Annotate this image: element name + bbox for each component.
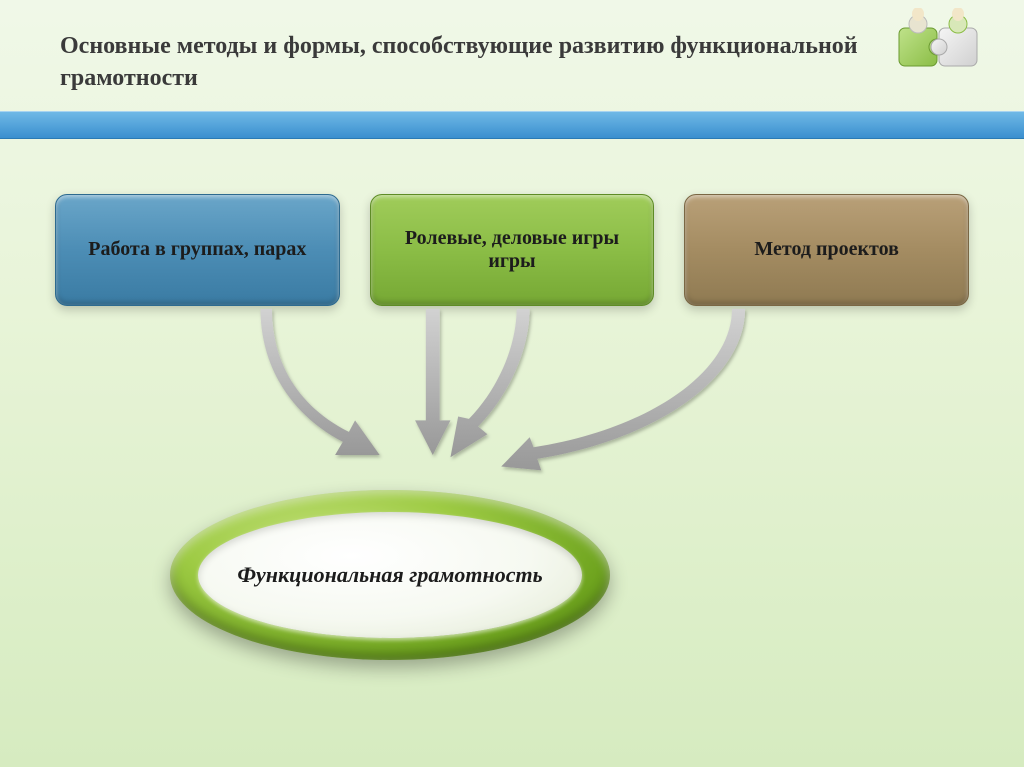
arrow-from-games-straight (415, 309, 450, 455)
method-label: Метод проектов (754, 238, 899, 261)
arrows (0, 305, 1024, 505)
oval-inner: Функциональная грамотность (198, 512, 582, 638)
method-box-projects: Метод проектов (684, 194, 969, 306)
method-box-groups: Работа в группах, парах (55, 194, 340, 306)
center-label: Функциональная грамотность (237, 561, 542, 590)
method-label: Работа в группах, парах (88, 238, 306, 261)
page-title: Основные методы и формы, способствующие … (60, 30, 964, 95)
puzzle-decoration (874, 8, 1004, 98)
center-oval: Функциональная грамотность (170, 490, 610, 660)
method-box-games: Ролевые, деловые игры игры (370, 194, 655, 306)
header-bar (0, 111, 1024, 139)
method-boxes-row: Работа в группах, парах Ролевые, деловые… (0, 139, 1024, 306)
arrow-from-groups (260, 309, 379, 455)
title-area: Основные методы и формы, способствующие … (0, 0, 1024, 105)
arrow-from-projects (501, 309, 745, 471)
arrow-from-games-curved (450, 309, 529, 457)
method-label: Ролевые, деловые игры игры (389, 227, 636, 273)
